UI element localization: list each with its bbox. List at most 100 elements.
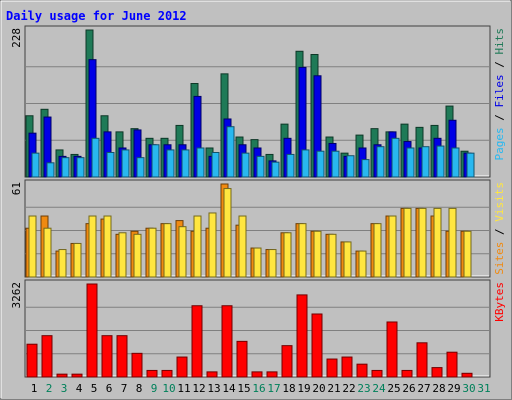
- bar-kbytes-day-undefined: [101, 335, 113, 378]
- bar-kbytes-day-undefined: [131, 352, 143, 378]
- day-label-20: 20: [312, 382, 325, 395]
- legend-entry: Visits: [493, 182, 506, 222]
- bar-pages-day-16: [256, 155, 265, 178]
- bar-pages-day-30: [466, 152, 475, 178]
- day-label-5: 5: [91, 382, 98, 395]
- bar-sites-day-undefined: [133, 233, 142, 278]
- bar-sites-day-undefined: [283, 232, 292, 278]
- bar-kbytes-day-undefined: [71, 373, 83, 378]
- axis-max-label: 61: [10, 182, 23, 195]
- day-label-23: 23: [357, 382, 370, 395]
- bar-pages-day-3: [61, 157, 70, 178]
- bar-sites-day-undefined: [88, 215, 97, 278]
- day-label-27: 27: [417, 382, 430, 395]
- legend-entry: Sites: [493, 242, 506, 275]
- day-label-30: 30: [462, 382, 475, 395]
- bar-kbytes-day-undefined: [461, 372, 473, 378]
- day-label-22: 22: [342, 382, 355, 395]
- day-label-25: 25: [387, 382, 400, 395]
- bar-pages-day-17: [271, 161, 280, 178]
- day-label-18: 18: [282, 382, 295, 395]
- bar-kbytes-day-undefined: [26, 343, 38, 378]
- bar-pages-day-2: [46, 162, 55, 178]
- bar-pages-day-20: [316, 150, 325, 178]
- bar-kbytes-day-undefined: [86, 283, 98, 378]
- day-label-6: 6: [106, 382, 113, 395]
- bar-pages-day-23: [361, 159, 370, 178]
- bar-pages-day-26: [406, 147, 415, 178]
- legend: Pages / Files / Hits: [493, 28, 506, 161]
- bar-sites-day-undefined: [163, 223, 172, 278]
- day-label-1: 1: [31, 382, 38, 395]
- day-label-31: 31: [477, 382, 490, 395]
- bar-kbytes-day-undefined: [56, 373, 68, 378]
- bar-sites-day-undefined: [343, 241, 352, 278]
- bar-sites-day-undefined: [313, 230, 322, 278]
- bar-kbytes-day-undefined: [146, 369, 158, 378]
- bar-pages-day-7: [121, 149, 130, 178]
- bar-kbytes-day-undefined: [311, 313, 323, 378]
- bar-sites-day-undefined: [268, 249, 277, 278]
- bar-kbytes-day-undefined: [206, 371, 218, 378]
- bar-kbytes-day-undefined: [221, 305, 233, 378]
- day-label-24: 24: [372, 382, 386, 395]
- day-label-7: 7: [121, 382, 128, 395]
- bar-pages-day-22: [346, 155, 355, 178]
- axis-max-label: 3262: [10, 282, 23, 309]
- bar-pages-day-21: [331, 150, 340, 178]
- bar-kbytes-day-undefined: [191, 305, 203, 378]
- bar-kbytes-day-undefined: [386, 321, 398, 378]
- bar-pages-day-15: [241, 152, 250, 178]
- bar-pages-day-1: [31, 152, 40, 178]
- legend-entry: /: [493, 108, 506, 128]
- bar-pages-day-4: [76, 157, 85, 178]
- bar-sites-day-undefined: [253, 247, 262, 278]
- bar-kbytes-day-undefined: [161, 369, 173, 378]
- legend-entry: /: [493, 222, 506, 242]
- day-label-17: 17: [267, 382, 280, 395]
- day-label-8: 8: [136, 382, 143, 395]
- bar-sites-day-undefined: [238, 215, 247, 278]
- day-label-16: 16: [252, 382, 265, 395]
- bar-sites-day-undefined: [223, 188, 232, 278]
- bar-kbytes-day-undefined: [341, 356, 353, 378]
- day-label-4: 4: [76, 382, 83, 395]
- bar-kbytes-day-undefined: [326, 358, 338, 378]
- bar-pages-day-27: [421, 146, 430, 178]
- bar-sites-day-undefined: [103, 215, 112, 278]
- legend: Sites / Visits: [493, 182, 506, 275]
- day-label-29: 29: [447, 382, 460, 395]
- day-label-2: 2: [46, 382, 53, 395]
- day-label-21: 21: [327, 382, 340, 395]
- day-label-28: 28: [432, 382, 445, 395]
- day-label-13: 13: [207, 382, 220, 395]
- bar-sites-day-undefined: [58, 249, 67, 278]
- panel-hits-files-pages: 228 Pages / Files / Hits: [10, 25, 506, 178]
- bar-pages-day-28: [436, 145, 445, 178]
- bar-sites-day-undefined: [43, 227, 52, 278]
- bar-kbytes-day-undefined: [281, 345, 293, 378]
- bar-pages-day-11: [181, 149, 190, 178]
- panel-visits-sites: 61 Sites / Visits: [10, 179, 506, 278]
- bar-sites-day-undefined: [328, 233, 337, 278]
- bar-sites-day-undefined: [298, 223, 307, 278]
- legend-entry: KBytes: [493, 282, 506, 322]
- bar-sites-day-undefined: [28, 215, 37, 278]
- bar-kbytes-day-undefined: [371, 369, 383, 378]
- bar-pages-day-10: [166, 149, 175, 178]
- bar-pages-day-9: [151, 144, 160, 178]
- legend-entry: Files: [493, 74, 506, 107]
- bar-pages-day-8: [136, 157, 145, 178]
- day-label-11: 11: [177, 382, 190, 395]
- bar-pages-day-14: [226, 126, 235, 178]
- bar-sites-day-undefined: [418, 207, 427, 278]
- day-label-15: 15: [237, 382, 250, 395]
- axis-max-label: 228: [10, 28, 23, 48]
- day-label-14: 14: [222, 382, 236, 395]
- legend: KBytes: [493, 282, 506, 322]
- bar-sites-day-undefined: [178, 226, 187, 278]
- chart-title: Daily usage for June 2012: [6, 9, 187, 23]
- bar-kbytes-day-undefined: [431, 367, 443, 378]
- bar-kbytes-day-undefined: [416, 342, 428, 378]
- bar-sites-day-undefined: [433, 207, 442, 278]
